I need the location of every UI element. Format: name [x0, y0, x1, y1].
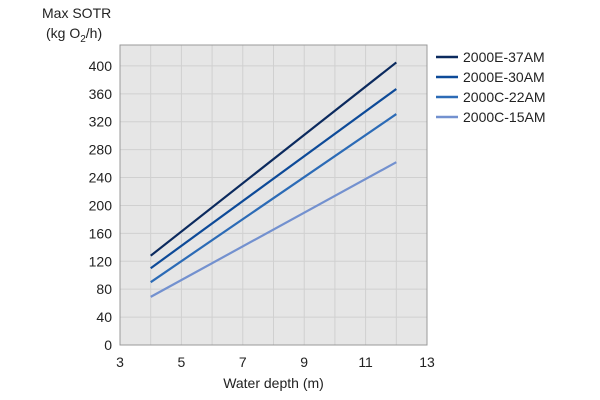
- y-tick-label: 40: [96, 309, 112, 325]
- plot-border: [119, 44, 428, 346]
- legend-label: 2000E-37AM: [463, 49, 545, 65]
- series-line-2000E-37AM: [150, 61, 397, 257]
- legend-label: 2000C-22AM: [463, 89, 546, 105]
- y-tick-label: 120: [89, 253, 113, 269]
- y-tick-label: 0: [104, 337, 112, 353]
- y-tick-label: 320: [89, 114, 113, 130]
- x-tick-label: 5: [178, 354, 186, 370]
- x-tick-label: 9: [300, 354, 308, 370]
- x-axis-label: Water depth (m): [223, 375, 324, 391]
- x-tick-label: 7: [239, 354, 247, 370]
- y-axis-label-part: 2: [80, 34, 86, 45]
- y-axis-label-part: /h): [86, 25, 102, 41]
- y-tick-label: 240: [89, 170, 113, 186]
- y-tick-label: 80: [96, 281, 112, 297]
- y-tick-label: 280: [89, 142, 113, 158]
- y-axis-label-line1: Max SOTR: [42, 5, 111, 21]
- series-line-2000C-15AM: [150, 161, 397, 298]
- y-axis-label-line2: (kg O2/h): [46, 25, 102, 45]
- x-tick-label: 11: [358, 354, 373, 370]
- legend-label: 2000E-30AM: [463, 69, 545, 85]
- y-tick-label: 160: [89, 225, 113, 241]
- series-line-2000E-30AM: [150, 88, 397, 270]
- x-tick-label: 3: [116, 354, 124, 370]
- y-tick-label: 200: [89, 197, 113, 213]
- y-axis-label-part: (kg O: [46, 25, 80, 41]
- y-tick-label: 400: [89, 58, 113, 74]
- x-tick-label: 13: [419, 354, 435, 370]
- y-tick-label: 360: [89, 86, 113, 102]
- series-line-2000C-22AM: [150, 113, 397, 284]
- legend-label: 2000C-15AM: [463, 109, 546, 125]
